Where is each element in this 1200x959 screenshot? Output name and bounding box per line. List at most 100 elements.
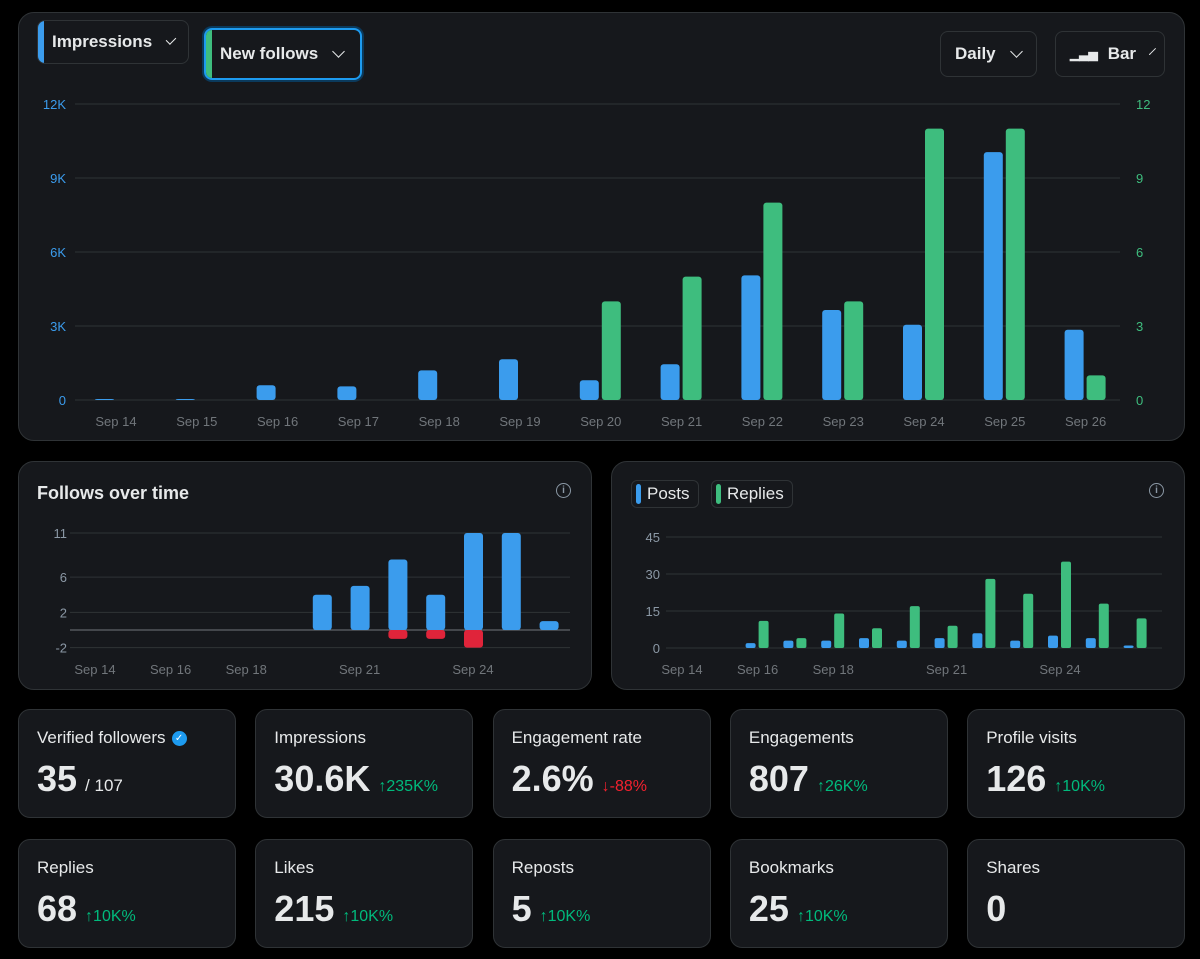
x-tick-label: Sep 16 [257,414,298,429]
stat-label: Profile visits [986,728,1166,748]
unfollows-bar [426,630,446,639]
x-tick-label: Sep 18 [419,414,460,429]
y-tick-label: 6 [60,570,67,585]
impressions-bar [499,359,518,400]
stat-label: Reposts [512,858,692,878]
info-icon[interactable]: i [556,483,571,498]
y-tick-label: 45 [646,530,660,545]
unfollows-bar [388,630,408,639]
x-tick-label: Sep 23 [823,414,864,429]
stat-change: ↑10K% [539,908,591,925]
legend-replies-label: Replies [727,484,784,503]
stat-card[interactable]: Replies 68 ↑10K% [18,839,236,948]
metric2-label: New follows [220,44,319,63]
legend-posts[interactable]: Posts [631,480,699,508]
x-tick-label: Sep 24 [903,414,944,429]
replies-bar [758,620,769,648]
left-tick-label: 6K [50,245,66,260]
metric1-dropdown[interactable]: Impressions [37,20,189,64]
stat-card[interactable]: Verified followers ✓ 35 / 107 [18,709,236,818]
impressions-bar [660,364,680,400]
legend-posts-label: Posts [647,484,690,503]
stat-card[interactable]: Engagement rate 2.6% ↓-88% [492,709,711,818]
left-tick-label: 3K [50,319,66,334]
replies-bar [1061,561,1071,648]
replies-bar [1136,618,1147,648]
impressions-bar [418,370,438,400]
stat-value: 0 [986,888,1007,929]
x-tick-label: Sep 18 [226,662,267,677]
x-tick-label: Sep 16 [150,662,191,677]
x-tick-label: Sep 19 [499,414,540,429]
impressions-bar [95,399,114,400]
stat-card[interactable]: Bookmarks 25 ↑10K% [729,839,948,948]
y-tick-label: 30 [646,567,660,582]
stat-label-text: Engagements [748,728,854,747]
replies-bar [834,613,845,648]
follows-bar [1086,375,1106,400]
x-tick-label: Sep 26 [1065,414,1106,429]
period-label: Daily [955,44,996,63]
posts-bar [1123,645,1134,648]
right-tick-label: 0 [1136,393,1143,408]
posts-bar [821,640,832,648]
stat-card[interactable]: Shares 0 [967,839,1186,948]
follows-bar [312,594,332,630]
x-tick-label: Sep 15 [176,414,217,429]
stat-value: 2.6% [511,758,594,799]
stat-label-text: Bookmarks [748,858,834,877]
y-tick-label: 15 [646,604,660,619]
stat-card[interactable]: Reposts 5 ↑10K% [492,839,711,948]
posts-bar [1010,640,1021,648]
x-tick-label: Sep 21 [661,414,702,429]
chart-type-dropdown[interactable]: ▁▃▅ Bar [1055,31,1165,77]
follows-bar [501,533,521,630]
unfollows-bar [464,630,483,648]
posts-bar [859,638,869,648]
follows-bar [464,533,483,630]
legend-replies[interactable]: Replies [711,480,793,508]
posts-replies-panel [611,461,1185,690]
stat-card[interactable]: Engagements 807 ↑26K% [729,709,948,818]
stat-label: Likes [274,858,454,878]
left-tick-label: 9K [50,171,66,186]
x-tick-label: Sep 21 [926,662,967,677]
right-tick-label: 3 [1136,319,1143,334]
right-tick-label: 9 [1136,171,1143,186]
left-tick-label: 12K [43,97,66,112]
y-tick-label: 2 [60,605,67,620]
x-tick-label: Sep 25 [984,414,1025,429]
stat-label: Replies [37,858,217,878]
follows-bar [1005,128,1025,400]
follows-chart: -2 2 6 11 Sep 14 Sep 16 Sep 18 Sep 21 Sep 24 [54,526,570,677]
stat-total: / 107 [85,776,123,795]
x-tick-label: Sep 18 [813,662,854,677]
follows-bar [539,621,559,630]
stat-value: 5 [511,888,532,929]
replies-bar [947,625,958,648]
posts-bar [1048,635,1058,648]
stat-card[interactable]: Likes 215 ↑10K% [255,839,474,948]
follows-title: Follows over time [37,483,190,503]
posts-bar [745,643,756,648]
stat-card[interactable]: Profile visits 126 ↑10K% [967,709,1186,818]
verified-badge-icon: ✓ [171,730,187,746]
stat-change: ↑10K% [85,908,136,925]
posts-bar [934,638,945,648]
info-icon[interactable]: i [1149,483,1164,498]
metric2-dropdown[interactable]: New follows [204,28,362,80]
x-tick-label: Sep 24 [1039,662,1080,677]
period-dropdown[interactable]: Daily [940,31,1037,77]
metric1-label: Impressions [52,32,153,51]
follows-panel [18,461,592,690]
stat-card[interactable]: Impressions 30.6K ↑235K% [255,709,474,818]
follows-bar [763,202,783,400]
impressions-bar [175,399,195,400]
follows-bar [844,301,864,400]
x-tick-label: Sep 20 [580,414,621,429]
y-tick-label: 0 [653,641,660,656]
replies-bar [1023,593,1034,648]
impressions-bar [822,309,842,400]
stat-change: ↑10K% [342,908,394,925]
stat-change: ↑235K% [378,778,438,795]
